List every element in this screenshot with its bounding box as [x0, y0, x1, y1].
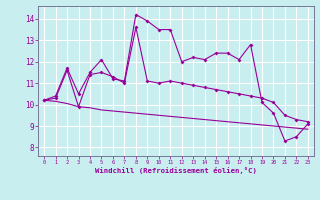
X-axis label: Windchill (Refroidissement éolien,°C): Windchill (Refroidissement éolien,°C) — [95, 167, 257, 174]
